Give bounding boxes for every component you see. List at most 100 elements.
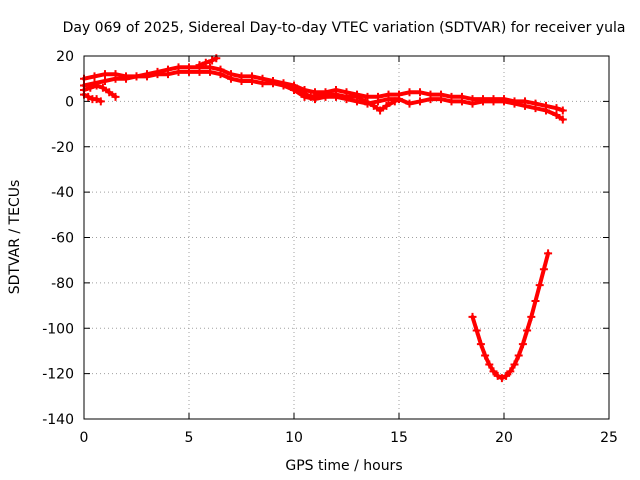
data-point [298, 88, 307, 97]
data-point [390, 97, 399, 106]
data-point [361, 97, 370, 106]
data-point [143, 72, 151, 81]
data-point [92, 81, 101, 90]
data-point [84, 92, 93, 101]
data-point [405, 88, 414, 97]
data-point [476, 340, 485, 349]
data-point [544, 249, 553, 258]
x-tick-label: 25 [600, 430, 618, 446]
data-point [437, 95, 445, 104]
data-point [90, 72, 99, 81]
data-point [531, 297, 540, 306]
grid-lines [84, 56, 609, 419]
data-point [269, 79, 277, 88]
x-tick-label: 20 [495, 430, 513, 446]
data-point [353, 92, 361, 101]
data-point [98, 83, 107, 92]
data-point [523, 326, 532, 335]
x-tick-label: 15 [390, 430, 408, 446]
data-point [395, 95, 403, 104]
data-point [542, 106, 550, 115]
data-point [384, 95, 393, 104]
data-point [105, 88, 114, 97]
data-point [510, 360, 519, 369]
data-point [493, 371, 502, 380]
data-point [510, 99, 519, 108]
data-point [535, 281, 544, 290]
data-point [426, 95, 435, 104]
series-line-dip-curve [470, 251, 551, 381]
data-point [416, 97, 424, 106]
data-point [500, 97, 508, 106]
data-series [80, 54, 567, 383]
data-point [369, 101, 378, 110]
data-point [101, 70, 109, 79]
data-point [258, 79, 267, 88]
data-point [101, 76, 109, 85]
y-tick-label: -20 [51, 140, 74, 156]
data-point [497, 374, 506, 383]
data-point [195, 61, 204, 70]
data-point [195, 67, 204, 76]
data-point [552, 110, 561, 119]
data-point [472, 326, 481, 335]
data-point [315, 90, 324, 99]
data-point [481, 351, 490, 360]
x-axis-label: GPS time / hours [285, 458, 402, 474]
data-point [132, 72, 141, 81]
data-point [206, 67, 214, 76]
data-point [279, 81, 288, 90]
data-point [306, 92, 315, 101]
data-point [527, 312, 536, 321]
data-point [111, 92, 120, 101]
data-point [521, 101, 529, 110]
data-point [342, 92, 351, 101]
data-point [164, 70, 172, 79]
data-point [208, 56, 217, 65]
plot-frame [83, 55, 610, 420]
data-point [558, 115, 567, 124]
data-point [374, 97, 382, 106]
data-point [405, 99, 414, 108]
data-point [416, 88, 424, 97]
data-point [237, 76, 246, 85]
data-point [323, 90, 332, 99]
chart-title: Day 069 of 2025, Sidereal Day-to-day VTE… [63, 20, 626, 36]
data-point [518, 340, 527, 349]
y-tick-label: -40 [51, 185, 74, 201]
data-point [92, 95, 101, 104]
x-tick-label: 10 [285, 430, 303, 446]
data-point [382, 101, 391, 110]
y-tick-label: 0 [65, 94, 74, 110]
x-tick-label: 5 [185, 430, 194, 446]
x-tick-label: 0 [80, 430, 89, 446]
data-point [122, 74, 130, 83]
y-axis-label: SDTVAR / TECUs [7, 180, 23, 295]
data-point [479, 97, 487, 106]
data-point [468, 99, 477, 108]
data-point [502, 371, 511, 380]
data-point [86, 83, 95, 92]
data-point [174, 67, 183, 76]
data-point [468, 312, 477, 321]
data-point [539, 265, 548, 274]
data-point [514, 351, 523, 360]
data-point [227, 74, 235, 83]
data-point [558, 106, 567, 115]
data-point [363, 92, 372, 101]
data-point [216, 70, 225, 79]
data-point [153, 70, 162, 79]
data-point [506, 367, 515, 376]
data-point [290, 83, 298, 92]
data-point [376, 106, 385, 115]
axis-ticks: 0 5 10 15 20 25 -140 -120 -100 -80 -60 -40 -20 0 20 [42, 49, 618, 446]
data-point [96, 97, 105, 106]
y-tick-label: -120 [42, 367, 74, 383]
data-point [485, 360, 494, 369]
data-point [552, 104, 561, 113]
y-tick-label: -80 [51, 276, 74, 292]
data-point [531, 104, 540, 113]
y-tick-label: -100 [42, 321, 74, 337]
data-point [185, 67, 193, 76]
